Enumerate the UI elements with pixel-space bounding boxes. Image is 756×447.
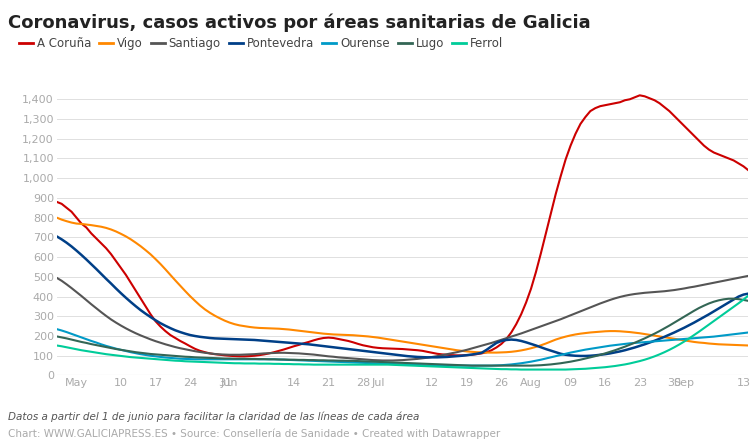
- Text: Chart: WWW.GALICIAPRESS.ES • Source: Consellería de Sanidade • Created with Data: Chart: WWW.GALICIAPRESS.ES • Source: Con…: [8, 429, 500, 439]
- Legend: A Coruña, Vigo, Santiago, Pontevedra, Ourense, Lugo, Ferrol: A Coruña, Vigo, Santiago, Pontevedra, Ou…: [14, 32, 508, 55]
- Text: Datos a partir del 1 de junio para facilitar la claridad de las líneas de cada á: Datos a partir del 1 de junio para facil…: [8, 412, 419, 422]
- Text: Coronavirus, casos activos por áreas sanitarias de Galicia: Coronavirus, casos activos por áreas san…: [8, 13, 590, 32]
